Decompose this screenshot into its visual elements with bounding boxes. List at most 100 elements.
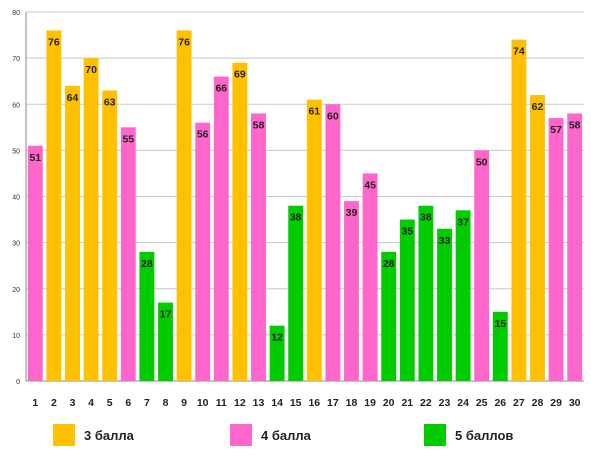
x-tick-label: 16 bbox=[308, 397, 320, 409]
bar bbox=[83, 58, 99, 381]
y-tick-label: 10 bbox=[12, 333, 20, 340]
data-label: 64 bbox=[67, 92, 79, 104]
x-tick-label: 4 bbox=[88, 397, 94, 409]
data-label: 70 bbox=[85, 64, 97, 76]
x-tick-label: 20 bbox=[383, 397, 395, 409]
data-label: 50 bbox=[476, 156, 488, 168]
bar bbox=[362, 173, 378, 381]
chart-plot: 0102030405060708051176264370463555628717… bbox=[12, 10, 584, 409]
x-tick-label: 15 bbox=[290, 397, 302, 409]
data-label: 12 bbox=[271, 332, 283, 344]
y-tick-label: 30 bbox=[12, 241, 20, 248]
legend-item-4: 4 балла bbox=[230, 424, 311, 446]
legend-label-4: 4 балла bbox=[261, 427, 311, 443]
bar bbox=[269, 325, 285, 381]
bar bbox=[511, 39, 527, 382]
data-label: 51 bbox=[29, 152, 41, 164]
bar bbox=[437, 228, 452, 381]
y-tick-label: 0 bbox=[16, 379, 20, 386]
data-label: 57 bbox=[550, 124, 562, 136]
x-tick-label: 7 bbox=[144, 397, 150, 409]
data-label: 55 bbox=[122, 133, 134, 145]
bar bbox=[548, 118, 564, 382]
y-tick-label: 60 bbox=[12, 102, 20, 109]
bar bbox=[102, 90, 118, 381]
data-label: 60 bbox=[327, 110, 339, 122]
data-label: 37 bbox=[457, 216, 469, 228]
x-tick-label: 30 bbox=[569, 397, 581, 409]
bar bbox=[120, 127, 136, 381]
legend-item-5: 5 баллов bbox=[424, 424, 513, 446]
data-label: 76 bbox=[178, 36, 190, 48]
x-tick-label: 8 bbox=[163, 397, 169, 409]
x-tick-label: 24 bbox=[457, 397, 469, 409]
legend-swatch-4 bbox=[230, 424, 252, 446]
x-tick-label: 3 bbox=[70, 397, 76, 409]
x-tick-label: 25 bbox=[476, 397, 488, 409]
legend: 3 балла 4 балла 5 баллов bbox=[0, 424, 591, 454]
data-label: 69 bbox=[234, 69, 246, 81]
data-label: 76 bbox=[48, 36, 60, 48]
data-label: 17 bbox=[160, 309, 172, 321]
x-tick-label: 10 bbox=[197, 397, 209, 409]
x-tick-label: 13 bbox=[253, 397, 265, 409]
data-label: 38 bbox=[420, 212, 432, 224]
data-label: 63 bbox=[104, 96, 116, 108]
y-tick-label: 50 bbox=[12, 148, 20, 155]
data-label: 56 bbox=[197, 129, 209, 141]
x-tick-label: 27 bbox=[513, 397, 525, 409]
x-tick-label: 17 bbox=[327, 397, 339, 409]
x-tick-label: 19 bbox=[364, 397, 376, 409]
x-tick-label: 29 bbox=[550, 397, 562, 409]
data-label: 38 bbox=[290, 212, 302, 224]
data-label: 33 bbox=[439, 235, 451, 247]
x-tick-label: 2 bbox=[51, 397, 57, 409]
data-label: 39 bbox=[346, 207, 358, 219]
y-tick-label: 20 bbox=[12, 287, 20, 294]
data-label: 35 bbox=[401, 226, 413, 238]
bar bbox=[232, 62, 248, 382]
x-tick-label: 21 bbox=[401, 397, 413, 409]
legend-label-3: 3 балла bbox=[84, 427, 134, 443]
x-tick-label: 6 bbox=[125, 397, 131, 409]
data-label: 74 bbox=[513, 46, 525, 58]
bar bbox=[399, 219, 415, 381]
bar bbox=[344, 201, 359, 381]
y-tick-label: 70 bbox=[12, 56, 20, 63]
data-label: 28 bbox=[141, 258, 153, 270]
x-tick-label: 23 bbox=[439, 397, 451, 409]
x-tick-label: 22 bbox=[420, 397, 432, 409]
bar bbox=[418, 205, 434, 381]
y-tick-label: 80 bbox=[12, 10, 20, 17]
data-label: 62 bbox=[532, 101, 544, 113]
data-label: 45 bbox=[364, 179, 376, 191]
bar bbox=[567, 113, 583, 381]
bar bbox=[27, 145, 43, 381]
legend-item-3: 3 балла bbox=[53, 424, 134, 446]
x-tick-label: 5 bbox=[107, 397, 113, 409]
x-tick-label: 28 bbox=[532, 397, 544, 409]
bar bbox=[325, 104, 341, 381]
bar bbox=[139, 251, 155, 381]
legend-swatch-3 bbox=[53, 424, 75, 446]
legend-swatch-5 bbox=[424, 424, 446, 446]
bar bbox=[381, 251, 397, 381]
data-label: 58 bbox=[253, 119, 265, 131]
data-label: 28 bbox=[383, 258, 395, 270]
y-tick-label: 40 bbox=[12, 195, 20, 202]
x-tick-label: 1 bbox=[32, 397, 38, 409]
bar bbox=[306, 99, 322, 381]
x-tick-label: 18 bbox=[346, 397, 358, 409]
bar bbox=[158, 302, 173, 381]
bar bbox=[251, 113, 266, 381]
data-label: 15 bbox=[494, 318, 506, 330]
bar bbox=[46, 30, 62, 381]
x-tick-label: 12 bbox=[234, 397, 246, 409]
bar bbox=[213, 76, 229, 381]
x-tick-label: 11 bbox=[216, 397, 227, 409]
bar bbox=[195, 122, 211, 381]
x-tick-label: 14 bbox=[271, 397, 283, 409]
data-label: 61 bbox=[308, 106, 320, 118]
bar bbox=[455, 210, 471, 381]
